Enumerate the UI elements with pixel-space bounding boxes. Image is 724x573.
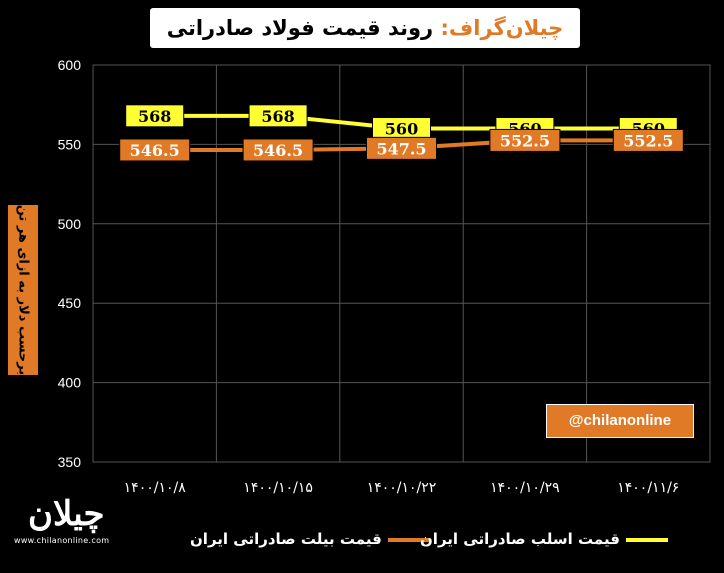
y-axis-label-box: برحسب دلار به ازای هر تن — [8, 205, 38, 375]
data-label: 568 — [261, 107, 294, 126]
data-label-box — [119, 138, 191, 162]
y-tick-label: 400 — [58, 375, 82, 391]
x-tick-label: ۱۴۰۰/۱۰/۱۵ — [243, 480, 313, 496]
data-label: 546.5 — [253, 141, 303, 160]
x-tick-label: ۱۴۰۰/۱۱/۶ — [617, 480, 679, 496]
data-label-box — [242, 138, 314, 162]
data-label: 552.5 — [500, 131, 550, 150]
logo: چیلان — [28, 494, 105, 534]
data-label: 546.5 — [130, 141, 180, 160]
legend-label-billet: قیمت بیلت صادراتی ایران — [190, 530, 382, 548]
y-tick-label: 600 — [58, 57, 82, 73]
legend-swatch-billet — [387, 537, 430, 542]
data-label-box — [489, 128, 561, 152]
y-tick-label: 450 — [58, 295, 82, 311]
data-label: 568 — [138, 107, 171, 126]
data-label: 560 — [385, 120, 418, 139]
data-label-box — [366, 136, 437, 160]
x-tick-label: ۱۴۰۰/۱۰/۲۹ — [490, 480, 560, 496]
title-main: روند قیمت فولاد صادراتی ایران — [166, 16, 434, 80]
data-label-box — [612, 128, 684, 152]
legend-item-slab: قیمت اسلب صادراتی ایران — [420, 530, 668, 550]
data-label: 547.5 — [376, 139, 426, 158]
logo-url: www.chilanonline.com — [14, 536, 110, 545]
x-tick-label: ۱۴۰۰/۱۰/۲۲ — [367, 480, 437, 496]
title-box — [150, 8, 580, 48]
y-axis-label: برحسب دلار به ازای هر تن — [15, 204, 31, 376]
x-tick-label: ۱۴۰۰/۱۰/۸ — [124, 480, 187, 496]
y-tick-label: 550 — [58, 136, 82, 152]
legend-swatch-slab — [625, 537, 668, 542]
y-tick-label: 350 — [58, 454, 82, 470]
y-tick-label: 500 — [58, 216, 82, 232]
chart-title: چیلان‌گراف: روند قیمت فولاد صادراتی ایرا… — [150, 8, 580, 80]
title-brand: چیلان‌گراف: — [440, 16, 564, 40]
watermark-handle: @chilanonline — [546, 404, 694, 438]
data-label-box — [125, 104, 185, 128]
legend-item-billet: قیمت بیلت صادراتی ایران — [190, 530, 430, 550]
data-label-box — [248, 104, 308, 128]
legend-label-slab: قیمت اسلب صادراتی ایران — [420, 530, 620, 548]
data-label: 552.5 — [623, 131, 673, 150]
